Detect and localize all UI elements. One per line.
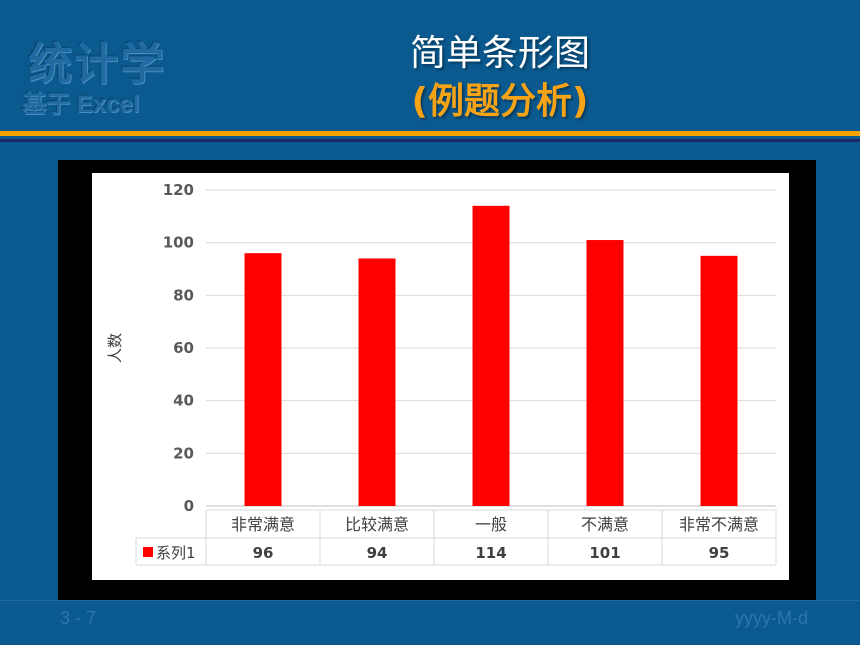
data-label: 96	[253, 544, 274, 562]
category-label: 比较满意	[345, 515, 409, 534]
page-number: 3 - 7	[60, 608, 97, 628]
bar	[586, 240, 624, 506]
y-tick-label: 100	[163, 234, 194, 252]
logo-main: 统计学	[28, 39, 166, 90]
logo-sub: 基于 Excel	[22, 91, 140, 118]
y-tick-label: 80	[173, 286, 194, 304]
legend-swatch	[143, 547, 153, 557]
chart-area: 0 20 40 60 80 100 120 人数非常满意 96 比较满意 94 一般 114 不满意 101…	[92, 173, 789, 580]
y-tick-label: 60	[173, 339, 194, 357]
y-tick-label: 40	[173, 392, 194, 410]
category-label: 一般	[475, 515, 507, 534]
header-rule-navy	[0, 139, 860, 142]
header-rule-orange	[0, 131, 860, 136]
header-rule-blue	[0, 136, 860, 139]
slide-subtitle: (例题分析)	[411, 81, 589, 122]
category-label: 非常不满意	[679, 515, 759, 534]
legend-label: 系列1	[156, 544, 196, 562]
slide-title: 简单条形图	[409, 33, 590, 74]
y-tick-label: 20	[173, 444, 194, 462]
data-label: 114	[475, 544, 506, 562]
bottom-line	[0, 600, 860, 601]
bar	[244, 253, 282, 506]
data-label: 101	[589, 544, 620, 562]
bar	[358, 258, 396, 506]
category-label: 不满意	[581, 515, 629, 534]
category-label: 非常满意	[231, 515, 295, 534]
data-label: 95	[709, 544, 730, 562]
y-axis-label: 人数	[106, 333, 124, 363]
bar	[472, 205, 510, 507]
y-tick-label: 0	[184, 497, 194, 515]
data-label: 94	[367, 544, 388, 562]
footer-date: yyyy-M-d	[735, 608, 808, 628]
bar	[700, 255, 738, 506]
y-tick-label: 120	[163, 181, 194, 199]
